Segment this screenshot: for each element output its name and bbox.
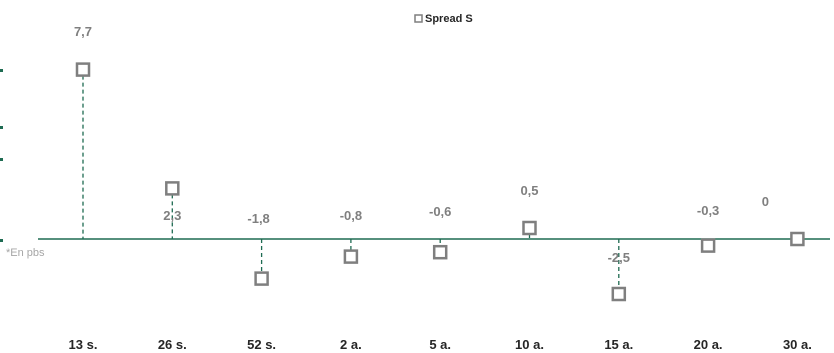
x-tick-label: 2 a. [340,337,362,352]
x-tick-label: 13 s. [69,337,98,352]
data-label: -0,3 [697,203,719,218]
x-tick-label: 15 a. [604,337,633,352]
data-label: -1,8 [247,211,269,226]
data-point-marker [254,271,269,286]
data-label: -0,6 [429,204,451,219]
data-label: -2,5 [608,250,630,265]
axis-mark [0,126,3,129]
x-tick-label: 10 a. [515,337,544,352]
x-tick-label: 20 a. [694,337,723,352]
data-markers [75,62,805,302]
x-tick-label: 26 s. [158,337,187,352]
legend-marker-icon [414,14,423,23]
data-point-marker [611,286,627,302]
data-label: 0 [762,194,769,209]
data-point-marker [432,244,448,260]
data-label: 0,5 [520,183,538,198]
legend-label: Spread S [425,13,473,25]
data-labels: 7,7 2,3 -1,8 -0,8 -0,6 0,5 -2,5 -0,3 0 [74,24,769,265]
data-label: 7,7 [74,24,92,39]
x-axis-tick-labels: 13 s. 26 s. 52 s. 2 a. 5 a. 10 a. 15 a. 20 a. 30… [69,337,812,352]
data-point-marker [165,181,180,196]
data-point-marker [700,238,716,253]
data-point-marker [790,231,805,247]
x-tick-label: 52 s. [247,337,276,352]
x-tick-label: 30 a. [783,337,812,352]
data-point-marker [343,249,359,264]
axis-mark [0,158,3,161]
data-label: -0,8 [340,208,362,223]
data-point-marker [522,220,537,236]
x-tick-label: 5 a. [429,337,451,352]
legend: Spread S [414,13,473,25]
units-note: *En pbs [6,247,45,259]
data-point-marker [75,62,91,77]
axis-mark [0,69,3,72]
axis-mark [0,239,3,242]
left-axis-marks [0,69,3,242]
data-label: 2,3 [163,208,181,223]
